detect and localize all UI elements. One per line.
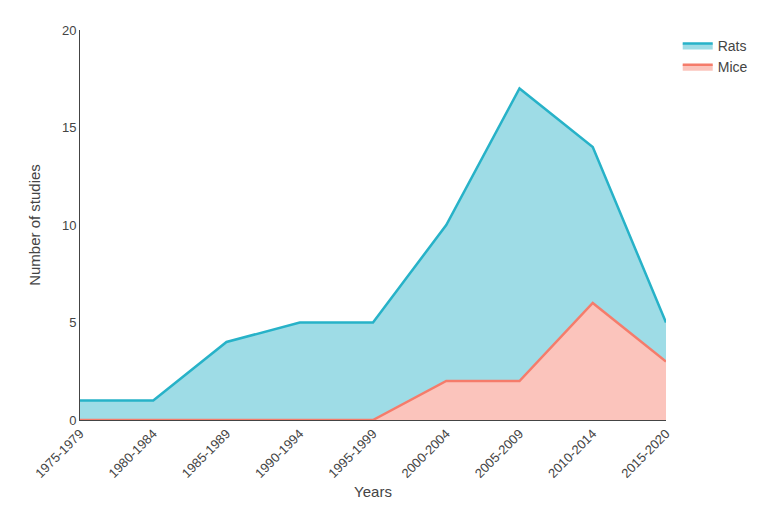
svg-text:20: 20: [62, 23, 76, 38]
svg-text:1980-1984: 1980-1984: [105, 426, 160, 481]
svg-text:0: 0: [69, 413, 76, 428]
svg-text:1995-1999: 1995-1999: [325, 426, 380, 481]
svg-text:2015-2020: 2015-2020: [618, 426, 673, 481]
svg-text:Number of studies: Number of studies: [26, 164, 43, 286]
svg-text:Rats: Rats: [718, 38, 747, 54]
svg-text:1990-1994: 1990-1994: [252, 426, 307, 481]
svg-text:1975-1979: 1975-1979: [32, 426, 87, 481]
svg-text:Years: Years: [354, 483, 392, 500]
svg-text:Mice: Mice: [718, 59, 748, 75]
svg-text:10: 10: [62, 218, 76, 233]
svg-text:2005-2009: 2005-2009: [472, 426, 527, 481]
svg-text:5: 5: [69, 315, 76, 330]
svg-text:15: 15: [62, 120, 76, 135]
svg-text:1985-1989: 1985-1989: [179, 426, 234, 481]
svg-text:2000-2004: 2000-2004: [398, 426, 453, 481]
svg-text:2010-2014: 2010-2014: [545, 426, 600, 481]
